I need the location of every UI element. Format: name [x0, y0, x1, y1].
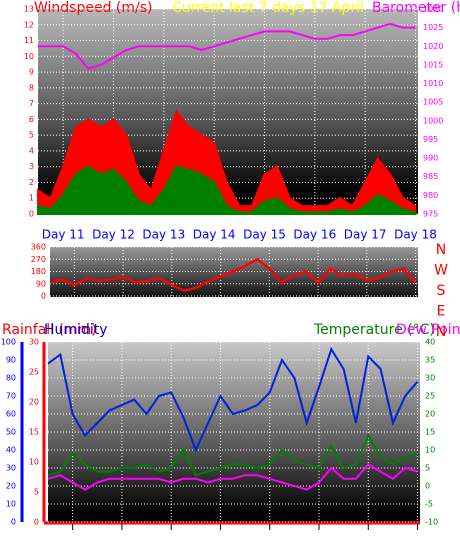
x-tick-label: Day 18 — [394, 228, 437, 242]
tick-label: 25 — [29, 368, 39, 377]
tick-label: 12 — [24, 20, 34, 29]
compass-label: E — [437, 304, 446, 320]
tick-label: 1 — [29, 194, 34, 203]
tick-label: 0 — [34, 518, 39, 527]
tick-label: 995 — [423, 135, 438, 144]
tick-label: 985 — [423, 172, 438, 181]
tick-label: 10 — [425, 446, 435, 455]
tick-label: 30 — [425, 374, 435, 383]
x-tick-label: Day 16 — [293, 228, 336, 242]
tick-label: 13 — [24, 5, 34, 14]
tick-label: 0 — [425, 482, 430, 491]
line — [49, 257, 417, 292]
tick-label: 10 — [6, 500, 16, 509]
rain-label: Rainfall (mm) — [2, 322, 97, 338]
tick-label: 5 — [29, 131, 34, 140]
x-tick-label: Day 14 — [193, 228, 236, 242]
line — [47, 346, 419, 453]
x-tick-label: Day 17 — [344, 228, 387, 242]
tick-label: 1020 — [423, 42, 443, 51]
chart-title: Current last 7 days 17 April — [172, 0, 364, 16]
tick-label: 20 — [425, 410, 435, 419]
compass-label: W — [434, 263, 448, 279]
tick-label: 980 — [423, 191, 438, 200]
tick-label: 8 — [29, 83, 34, 92]
tick-label: 15 — [425, 428, 435, 437]
tick-label: 3 — [29, 162, 34, 171]
tick-label: 70 — [6, 392, 16, 401]
tick-label: 50 — [6, 428, 16, 437]
area — [37, 109, 417, 215]
tick-label: 20 — [29, 398, 39, 407]
y2-label: Barometer (hPa) — [372, 0, 460, 16]
tick-label: 20 — [6, 482, 16, 491]
tick-label: 1025 — [423, 23, 443, 32]
tick-label: 0 — [41, 292, 46, 301]
tick-label: 40 — [425, 338, 435, 347]
tick-label: 10 — [24, 52, 34, 61]
tick-label: 10 — [29, 458, 39, 467]
tick-label: 60 — [6, 410, 16, 419]
compass-label: N — [436, 324, 446, 340]
legend-temperature: Temperature (°C) — [313, 322, 435, 338]
tick-label: 90 — [36, 279, 46, 288]
area — [37, 165, 417, 215]
tick-label: 975 — [423, 210, 438, 219]
line — [47, 463, 418, 491]
tick-label: 100 — [1, 338, 16, 347]
tick-label: 6 — [29, 115, 34, 124]
tick-label: 180 — [31, 267, 46, 276]
tick-label: 1015 — [423, 60, 443, 69]
tick-label: 80 — [6, 374, 16, 383]
tick-label: -10 — [425, 518, 438, 527]
tick-label: -5 — [425, 500, 433, 509]
tick-label: 1030 — [423, 5, 443, 14]
tick-label: 5 — [34, 488, 39, 497]
tick-label: 1000 — [423, 116, 443, 125]
tick-label: 2 — [29, 178, 34, 187]
legend-dewpoint: Dew Point — [396, 322, 460, 338]
tick-label: 9 — [29, 68, 34, 77]
tick-label: 25 — [425, 392, 435, 401]
x-tick-label: Day 13 — [142, 228, 185, 242]
tick-label: 270 — [31, 255, 46, 264]
tick-label: 360 — [31, 243, 46, 252]
tick-label: 1010 — [423, 79, 443, 88]
x-tick-label: Day 15 — [243, 228, 286, 242]
tick-label: 15 — [29, 428, 39, 437]
tick-label: 90 — [6, 356, 16, 365]
tick-label: 990 — [423, 154, 438, 163]
tick-label: 30 — [29, 338, 39, 347]
tick-label: 0 — [11, 518, 16, 527]
y-label: Windspeed (m/s) — [34, 0, 153, 16]
tick-label: 30 — [6, 464, 16, 473]
tick-label: 1005 — [423, 98, 443, 107]
line — [47, 433, 418, 477]
x-tick-label: Day 11 — [42, 228, 85, 242]
line — [38, 22, 416, 70]
tick-label: 40 — [6, 446, 16, 455]
tick-label: 4 — [29, 146, 34, 155]
tick-label: 0 — [29, 210, 34, 219]
compass-label: N — [436, 242, 446, 258]
tick-label: 35 — [425, 356, 435, 365]
compass-label: S — [437, 283, 446, 299]
tick-label: 7 — [29, 99, 34, 108]
tick-label: 11 — [24, 36, 34, 45]
legend-humidity: Humidity — [44, 322, 107, 338]
x-tick-label: Day 12 — [92, 228, 135, 242]
tick-label: 5 — [425, 464, 430, 473]
